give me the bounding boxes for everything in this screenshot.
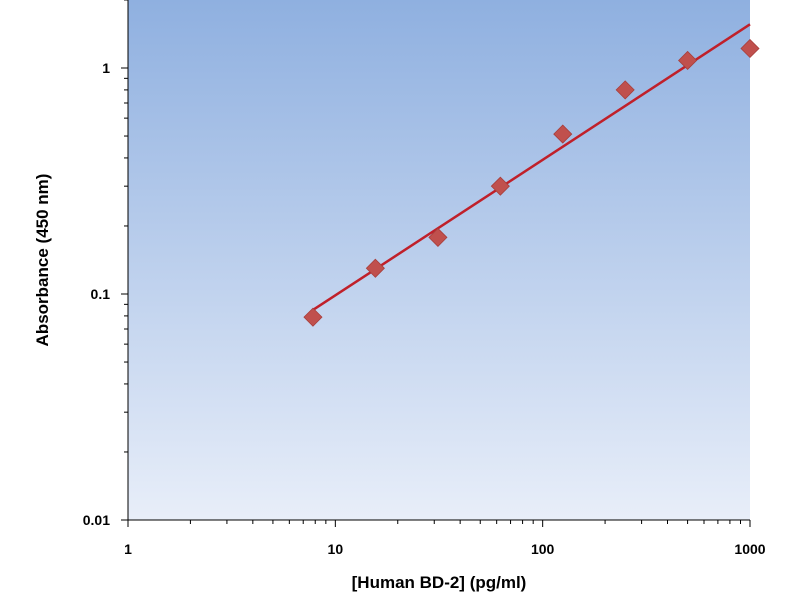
y-axis-title: Absorbance (450 nm) (33, 174, 52, 347)
y-tick-label: 1 (102, 60, 110, 76)
y-tick-label: 0.1 (91, 286, 111, 302)
data-point (365, 258, 385, 278)
x-axis-title: [Human BD-2] (pg/ml) (352, 573, 527, 592)
fit-layer (312, 23, 751, 311)
y-tick-label: 0.01 (83, 512, 110, 528)
data-points (303, 38, 760, 327)
x-tick-label: 1000 (734, 541, 765, 557)
x-tick-label: 10 (328, 541, 344, 557)
plot-area (128, 0, 750, 520)
data-point (740, 38, 760, 59)
data-point (678, 50, 698, 71)
axes: 1 10 100 1000 0.01 0.1 1 (83, 0, 766, 557)
fit-line (312, 23, 751, 311)
data-point (428, 227, 448, 247)
x-tick-label: 1 (124, 541, 132, 557)
data-point (615, 80, 635, 100)
x-tick-label: 100 (531, 541, 555, 557)
data-point (553, 124, 573, 144)
data-point (490, 176, 510, 196)
data-point (303, 307, 323, 327)
